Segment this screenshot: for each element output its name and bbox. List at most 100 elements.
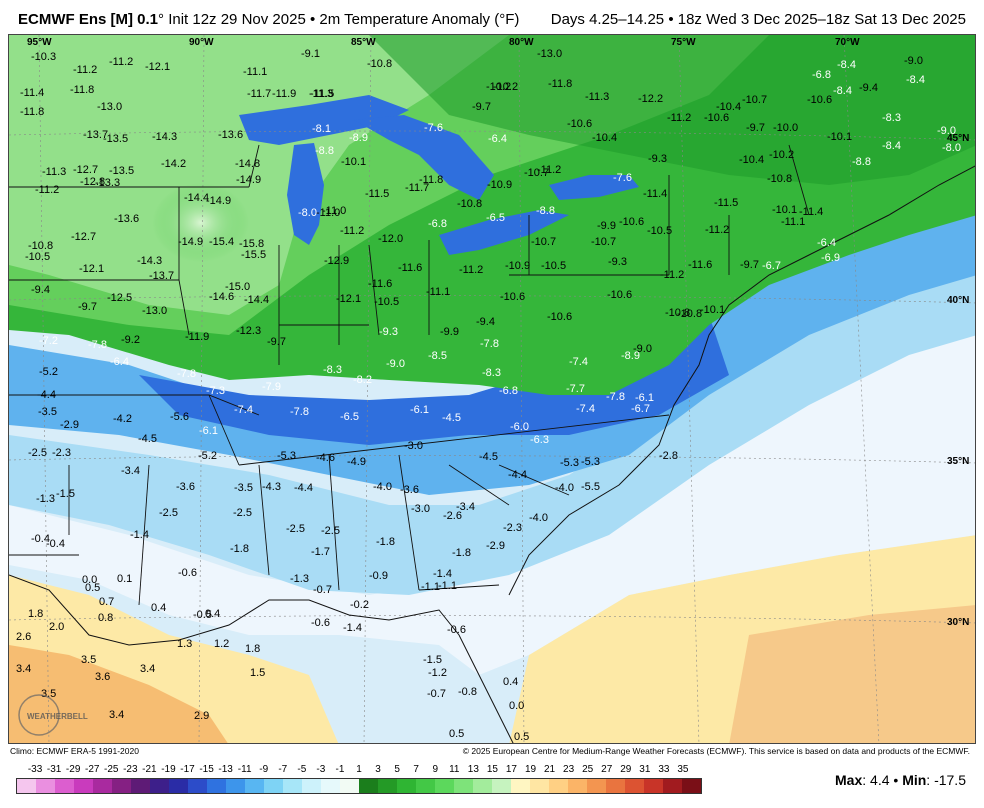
anomaly-value: -1.4 xyxy=(130,529,149,541)
anomaly-value: -0.7 xyxy=(427,688,446,700)
color-scale-tick: -1 xyxy=(335,764,345,775)
anomaly-value: -6.1 xyxy=(635,392,654,404)
anomaly-value: -12.8 xyxy=(80,176,105,188)
climo-note: Climo: ECMWF ERA-5 1991-2020 xyxy=(10,746,139,756)
anomaly-value: -7.4 xyxy=(576,403,595,415)
anomaly-value: -9.4 xyxy=(859,82,878,94)
anomaly-value: -9.0 xyxy=(633,343,652,355)
anomaly-value: -9.1 xyxy=(301,48,320,60)
anomaly-value: -4.3 xyxy=(262,481,281,493)
anomaly-value: 0.5 xyxy=(449,728,464,740)
anomaly-value: -8.4 xyxy=(882,140,901,152)
anomaly-value: -10.1 xyxy=(341,156,366,168)
anomaly-value: -15.8 xyxy=(239,238,264,250)
color-swatch xyxy=(93,779,112,793)
anomaly-value: -13.6 xyxy=(218,129,243,141)
anomaly-value: -10.8 xyxy=(677,308,702,320)
anomaly-value: -13.7 xyxy=(149,270,174,282)
color-swatch xyxy=(302,779,321,793)
color-scale-tick: 15 xyxy=(486,764,498,775)
map-title: ECMWF Ens [M] 0.1° Init 12z 29 Nov 2025 … xyxy=(18,11,519,28)
anomaly-value: -7.4 xyxy=(234,404,253,416)
anomaly-value: -14.4 xyxy=(244,294,269,306)
anomaly-value: 1.5 xyxy=(250,667,265,679)
anomaly-value: -5.3 xyxy=(581,456,600,468)
anomaly-value: -4.9 xyxy=(347,456,366,468)
color-scale-tick: -33 xyxy=(27,764,43,775)
anomaly-value: -0.2 xyxy=(350,599,369,611)
anomaly-value: -11.0 xyxy=(322,205,346,217)
anomaly-value: 3.5 xyxy=(41,688,56,700)
color-swatch xyxy=(606,779,625,793)
anomaly-value: -10.9 xyxy=(487,179,512,191)
anomaly-value: -0.6 xyxy=(311,617,330,629)
color-scale-tick: -27 xyxy=(84,764,100,775)
anomaly-value: -8.2 xyxy=(353,374,372,386)
anomaly-value: 2.9 xyxy=(194,710,209,722)
anomaly-value: -11.7 xyxy=(247,88,271,100)
color-scale-tick: 25 xyxy=(582,764,594,775)
anomaly-value: -3.0 xyxy=(404,440,423,452)
anomaly-value: -9.0 xyxy=(386,358,405,370)
anomaly-value: -5.5 xyxy=(581,481,600,493)
color-scale-tick: -5 xyxy=(297,764,307,775)
anomaly-value: 0.4 xyxy=(205,608,220,620)
color-scale-tick: -19 xyxy=(161,764,176,775)
anomaly-value: 0.4 xyxy=(151,602,166,614)
anomaly-value: -4.2 xyxy=(113,413,132,425)
anomaly-value: 3.6 xyxy=(95,671,110,683)
color-swatch xyxy=(359,779,378,793)
anomaly-value: -14.8 xyxy=(235,158,260,170)
anomaly-value: -11.5 xyxy=(310,88,334,100)
anomaly-value: -5.3 xyxy=(560,457,579,469)
anomaly-value: -10.1 xyxy=(772,204,797,216)
lon-label: 75°W xyxy=(671,37,696,48)
anomaly-value: -10.5 xyxy=(374,296,399,308)
anomaly-value: -4.6 xyxy=(316,452,335,464)
anomaly-value: -6.0 xyxy=(510,421,529,433)
anomaly-value: -11.6 xyxy=(398,262,422,274)
anomaly-value: -1.5 xyxy=(423,654,442,666)
anomaly-value: -0.6 xyxy=(178,567,197,579)
anomaly-value: -1.8 xyxy=(230,543,249,555)
anomaly-value: -6.4 xyxy=(488,133,507,145)
anomaly-value: -11.4 xyxy=(643,188,667,200)
color-swatch xyxy=(340,779,359,793)
anomaly-value: -10.6 xyxy=(567,118,592,130)
color-swatch xyxy=(568,779,587,793)
color-scale-tick: -25 xyxy=(104,764,119,775)
anomaly-value: -11.6 xyxy=(688,259,712,271)
anomaly-value: -12.1 xyxy=(79,263,104,275)
color-swatch xyxy=(473,779,492,793)
atlantic-coastline xyxy=(508,165,975,596)
anomaly-value: -9.3 xyxy=(608,256,627,268)
lon-label: 80°W xyxy=(509,37,534,48)
color-swatch xyxy=(378,779,397,793)
lat-label: 40°N xyxy=(947,295,969,306)
anomaly-value: -1.1 xyxy=(421,581,440,593)
anomaly-value: -9.0 xyxy=(904,55,923,67)
anomaly-value: -11.8 xyxy=(70,84,94,96)
anomaly-value: -6.4 xyxy=(817,237,836,249)
anomaly-value: -3.6 xyxy=(400,484,419,496)
anomaly-value: -10.6 xyxy=(704,112,729,124)
anomaly-value: -10.5 xyxy=(647,225,672,237)
anomaly-value: -10.8 xyxy=(457,198,482,210)
anomaly-value: -0.8 xyxy=(458,686,477,698)
anomaly-value: -10.2 xyxy=(493,81,518,93)
anomaly-value: -0.4 xyxy=(46,538,65,550)
color-swatch xyxy=(207,779,226,793)
anomaly-value: -1.4 xyxy=(433,568,452,580)
color-swatch xyxy=(644,779,663,793)
anomaly-value: -8.0 xyxy=(942,142,961,154)
anomaly-value: -4.5 xyxy=(442,412,461,424)
color-swatch xyxy=(169,779,188,793)
anomaly-value: -1.1 xyxy=(438,580,457,592)
anomaly-value: -14.9 xyxy=(236,174,261,186)
anomaly-value: -9.7 xyxy=(740,259,759,271)
copyright-note: © 2025 European Centre for Medium-Range … xyxy=(462,746,970,756)
anomaly-value: -13.3 xyxy=(95,177,120,189)
color-swatch xyxy=(663,779,682,793)
color-swatch xyxy=(587,779,606,793)
anomaly-value: -8.8 xyxy=(315,145,334,157)
